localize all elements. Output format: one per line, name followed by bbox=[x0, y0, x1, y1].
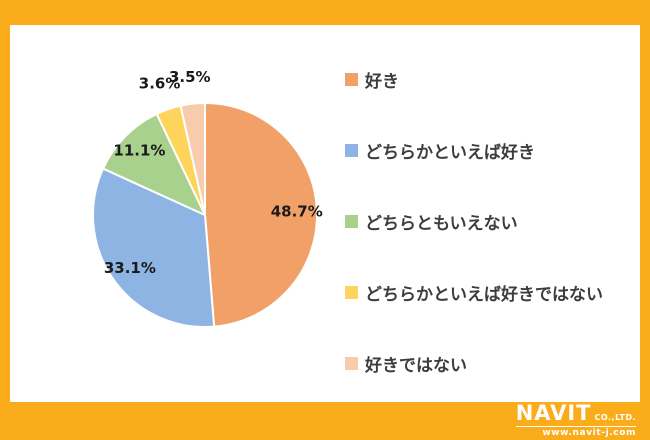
legend-label: どちらかといえば好きではない bbox=[365, 285, 603, 305]
pie-value-label: 33.1% bbox=[104, 259, 156, 277]
chart-legend: 好き どちらかといえば好き どちらともいえない どちらかといえば好きではない 好… bbox=[345, 67, 603, 376]
legend-item: 好き bbox=[345, 67, 603, 92]
navit-logo-suffix: CO.,LTD. bbox=[594, 413, 636, 422]
legend-label: どちらかといえば好き bbox=[365, 143, 535, 163]
pie-chart-svg: 48.7% 33.1% 11.1% 3.6%3.5% bbox=[92, 68, 323, 328]
legend-swatch bbox=[345, 73, 358, 86]
legend-label: 好きではない bbox=[365, 356, 467, 376]
pie-chart: 48.7% 33.1% 11.1% 3.6% 3.5% bbox=[10, 25, 345, 402]
navit-logo-url: www.navit-j.com bbox=[515, 426, 636, 438]
legend-item: 好きではない bbox=[345, 351, 603, 376]
legend-item: どちらともいえない bbox=[345, 209, 603, 234]
pie-slice-1 bbox=[92, 167, 216, 328]
legend-label: 好き bbox=[365, 72, 399, 92]
chart-panel: 48.7% 33.1% 11.1% 3.6% 3.5% 好き どちらかといえば好き どち… bbox=[10, 25, 640, 402]
legend-swatch bbox=[345, 357, 358, 370]
pie-slice-0 bbox=[204, 102, 319, 328]
navit-logo-top: NAVIT CO.,LTD. bbox=[516, 403, 636, 424]
legend-item: どちらかといえば好き bbox=[345, 138, 603, 163]
navit-logo-name: NAVIT bbox=[515, 401, 592, 425]
navit-logo: NAVIT CO.,LTD. www.navit-j.com bbox=[515, 403, 636, 438]
pie-slice-2 bbox=[102, 112, 206, 216]
pie-slice-4 bbox=[179, 102, 206, 216]
legend-swatch bbox=[345, 215, 358, 228]
legend-swatch bbox=[345, 144, 358, 157]
legend-label: どちらともいえない bbox=[365, 214, 518, 234]
pie-value-label: 48.7% bbox=[271, 202, 323, 220]
pie-value-label: 3.6% bbox=[139, 75, 181, 93]
pie-value-label: 3.5% bbox=[169, 68, 211, 86]
legend-item: どちらかといえば好きではない bbox=[345, 280, 603, 305]
legend-swatch bbox=[345, 286, 358, 299]
pie-value-label: 11.1% bbox=[113, 142, 165, 160]
